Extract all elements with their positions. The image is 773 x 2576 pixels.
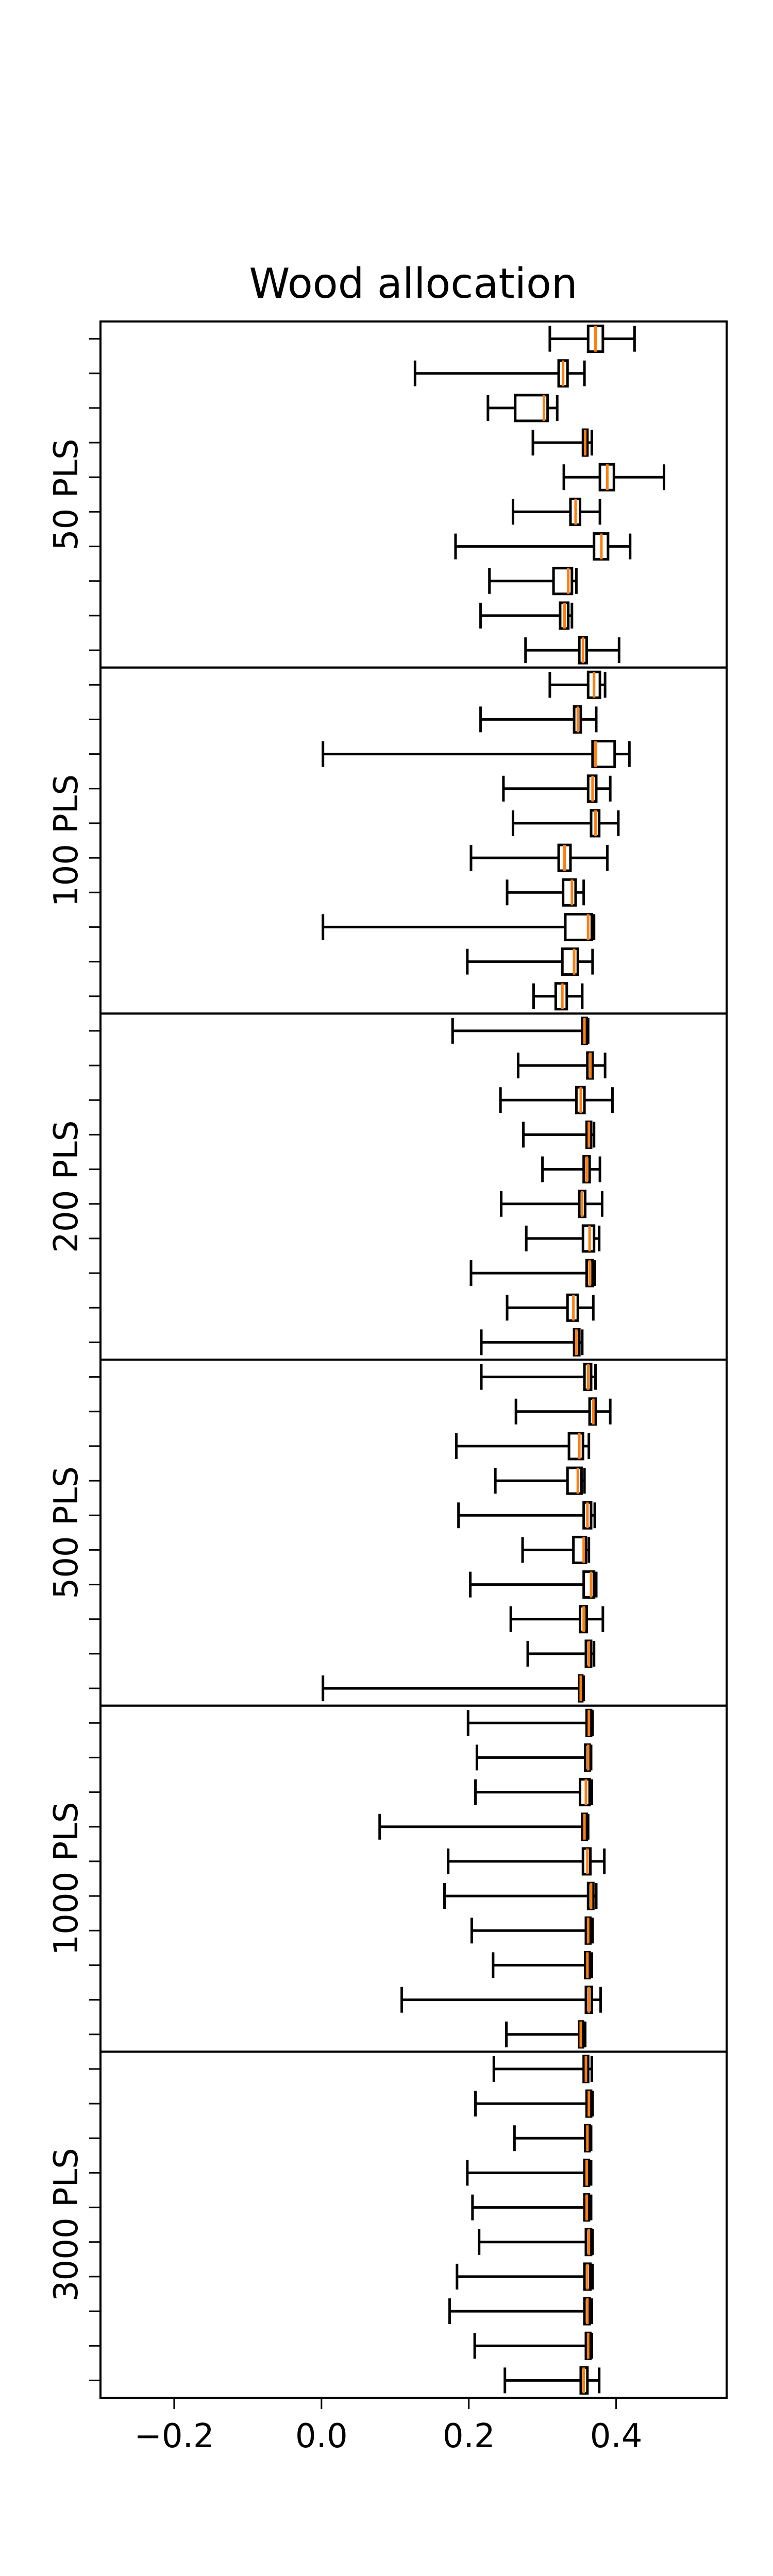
box-2-7 [469,1259,596,1287]
iqr-box [562,878,577,907]
box-5-9 [503,2366,601,2395]
box-5-6 [456,2262,594,2291]
box-1-0 [548,670,607,699]
box-4-0 [466,1708,594,1737]
box-2-9 [480,1328,584,1357]
box-1-8 [466,947,594,976]
panel-4: 1000 PLS [47,1704,728,2053]
box-0-8 [479,601,574,630]
box-3-9 [322,1674,585,1703]
chart-title: Wood allocation [249,260,577,308]
iqr-box [591,740,616,769]
box-3-8 [526,1639,596,1668]
box-3-5 [521,1535,591,1564]
iqr-box [572,1535,587,1564]
box-5-0 [492,2055,593,2083]
box-3-4 [457,1501,596,1530]
box-5-8 [473,2331,593,2360]
box-3-1 [514,1397,612,1426]
x-tick-label: 0.0 [295,2417,348,2455]
box-2-0 [451,1016,590,1045]
box-1-1 [479,705,598,734]
box-2-2 [499,1086,614,1114]
box-3-0 [480,1363,597,1392]
panel-1: 100 PLS [47,666,728,1015]
box-1-7 [322,912,596,941]
box-0-3 [531,428,593,457]
box-1-4 [511,809,620,838]
box-1-2 [322,740,631,769]
x-tick-label: 0.2 [443,2417,495,2455]
x-tick-label: 0.4 [590,2417,643,2455]
box-2-3 [522,1120,596,1149]
iqr-box [564,912,593,941]
box-3-7 [509,1605,604,1634]
iqr-box [514,394,549,422]
panel-label: 100 PLS [47,774,86,907]
box-1-6 [506,878,585,907]
box-0-1 [413,359,586,388]
box-0-5 [511,497,601,526]
box-1-9 [532,982,584,1011]
box-5-4 [471,2193,593,2222]
box-0-0 [548,325,636,353]
box-1-5 [469,843,609,872]
box-5-7 [448,2297,593,2326]
box-4-9 [505,2020,587,2049]
panel-frame [99,666,728,1015]
box-4-8 [400,1986,602,2014]
panel-2: 200 PLS [47,1012,728,1361]
box-4-3 [378,1812,590,1841]
panel-label: 200 PLS [47,1120,86,1252]
box-4-7 [492,1951,593,1979]
iqr-box [552,567,574,596]
box-0-9 [524,636,620,665]
panel-label: 500 PLS [47,1466,86,1599]
box-5-3 [466,2158,593,2187]
box-3-3 [494,1466,586,1495]
box-4-6 [470,1916,594,1945]
box-0-6 [454,532,632,561]
box-1-3 [502,774,612,803]
box-0-4 [562,463,665,492]
box-2-1 [516,1051,607,1080]
box-5-1 [474,2089,594,2118]
panel-0: 50 PLS [47,320,728,669]
box-0-2 [486,394,559,422]
iqr-box [567,1432,584,1461]
box-4-4 [447,1847,606,1876]
box-5-2 [513,2124,593,2153]
panel-3: 500 PLS [47,1359,728,1707]
box-4-2 [474,1778,593,1807]
iqr-box [582,1570,596,1599]
panel-frame [99,320,728,669]
panel-frame [99,2050,728,2399]
panel-frame [99,1012,728,1361]
panel-frame [99,1359,728,1707]
iqr-box [566,1466,583,1495]
panel-5: 3000 PLS [47,2050,728,2399]
box-3-6 [469,1570,598,1599]
box-3-2 [455,1432,591,1461]
iqr-box [561,947,579,976]
box-2-4 [541,1155,601,1184]
box-2-8 [506,1293,595,1322]
box-2-6 [525,1224,601,1253]
box-5-5 [478,2228,594,2257]
panel-label: 3000 PLS [47,2148,86,2301]
panels-group: 50 PLS 100 PLS 200 PLS 500 PLS 1000 PLS 3000 … [47,320,728,2399]
box-0-7 [488,567,578,596]
panel-label: 50 PLS [47,439,86,551]
box-4-5 [443,1882,598,1910]
x-axis: −0.2 0.0 0.2 0.4 [134,2398,642,2455]
x-tick-label: −0.2 [134,2417,214,2455]
box-4-1 [475,1743,593,1772]
box-2-5 [500,1190,603,1218]
panel-label: 1000 PLS [47,1802,86,1955]
